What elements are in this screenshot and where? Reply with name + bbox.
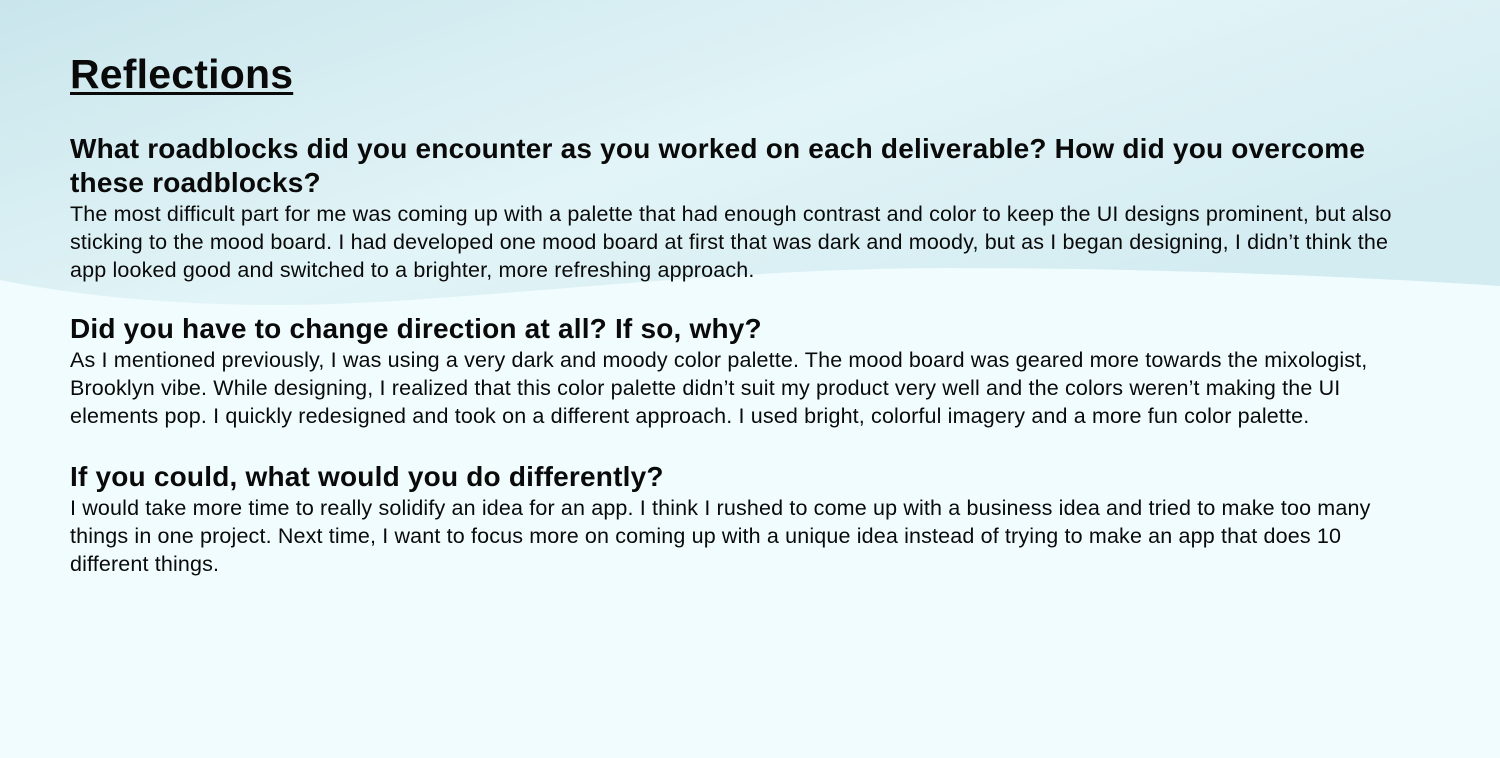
reflections-content: Reflections What roadblocks did you enco… [70, 50, 1400, 578]
section-change-direction: Did you have to change direction at all?… [70, 312, 1400, 430]
page-title: Reflections [70, 51, 294, 97]
section-heading: Did you have to change direction at all?… [70, 313, 762, 344]
section-do-differently: If you could, what would you do differen… [70, 460, 1400, 578]
section-body: The most difficult part for me was comin… [70, 202, 1392, 282]
section-body: As I mentioned previously, I was using a… [70, 348, 1368, 428]
section-body: I would take more time to really solidif… [70, 496, 1371, 576]
section-heading: If you could, what would you do differen… [70, 461, 664, 492]
background-wave [0, 0, 1500, 305]
section-roadblocks: What roadblocks did you encounter as you… [70, 132, 1400, 284]
section-heading: What roadblocks did you encounter as you… [70, 133, 1366, 198]
